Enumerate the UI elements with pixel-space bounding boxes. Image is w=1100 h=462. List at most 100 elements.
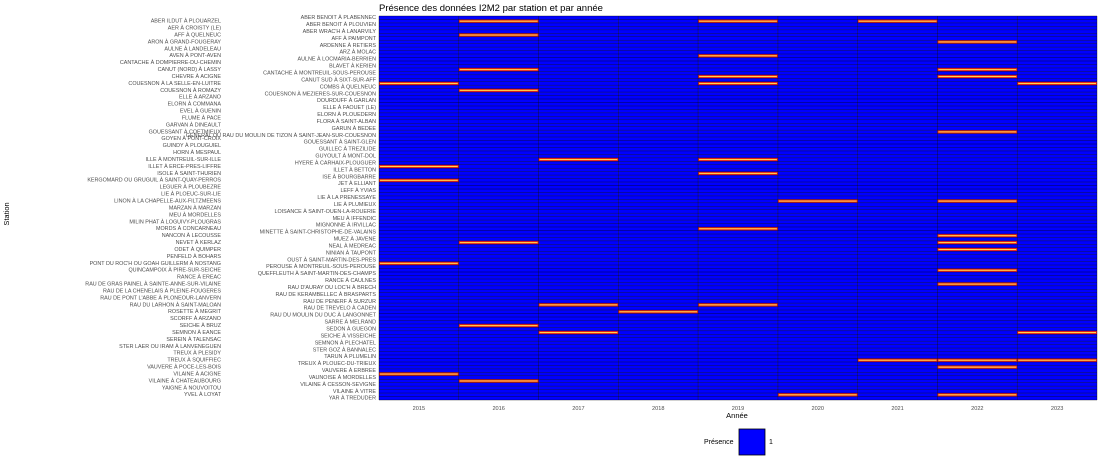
x-tick-label: 2015 bbox=[413, 406, 425, 412]
heatmap-cell bbox=[777, 327, 858, 331]
y-tick-label: LIE À PLOEUC-SUR-LIE bbox=[161, 191, 221, 198]
heatmap-cell bbox=[937, 36, 1018, 41]
y-tick-label: GOYEN À PONT-CROIX bbox=[161, 135, 221, 142]
heatmap-cell bbox=[1017, 74, 1097, 79]
heatmap-cell bbox=[857, 164, 938, 169]
heatmap-cell bbox=[698, 382, 778, 387]
heatmap-cell bbox=[458, 272, 539, 276]
heatmap-cell bbox=[777, 22, 858, 27]
heatmap-cell bbox=[857, 71, 938, 75]
heatmap-cell bbox=[618, 188, 699, 193]
heatmap-cell bbox=[698, 261, 778, 266]
heatmap-cell bbox=[1017, 323, 1097, 328]
heatmap-cell bbox=[777, 19, 858, 23]
heatmap-cell bbox=[379, 306, 459, 311]
heatmap-cell bbox=[857, 285, 938, 290]
y-tick-label: HORN À MESPAUL bbox=[173, 149, 221, 156]
heatmap-cell bbox=[618, 105, 699, 110]
heatmap-cell bbox=[538, 244, 619, 248]
heatmap-cell bbox=[698, 175, 778, 179]
presence-bar bbox=[458, 33, 539, 37]
heatmap-cell bbox=[379, 16, 459, 20]
heatmap-cell bbox=[857, 40, 938, 44]
heatmap-cell bbox=[538, 348, 619, 352]
heatmap-cell bbox=[698, 393, 778, 397]
heatmap-cell bbox=[538, 323, 619, 328]
heatmap-cell bbox=[698, 289, 778, 293]
heatmap-cell bbox=[458, 310, 539, 314]
heatmap-cell bbox=[937, 137, 1018, 141]
heatmap-cell bbox=[1017, 57, 1097, 61]
heatmap-cell bbox=[458, 396, 539, 400]
y-tick-label: VILAINE À ACIGNE bbox=[173, 370, 221, 377]
heatmap-cell bbox=[538, 26, 619, 30]
heatmap-cell bbox=[937, 341, 1018, 345]
heatmap-cell bbox=[618, 36, 699, 41]
heatmap-cell bbox=[698, 282, 778, 286]
heatmap-cell bbox=[857, 116, 938, 120]
heatmap-cell bbox=[937, 188, 1018, 193]
heatmap-cell bbox=[379, 78, 459, 82]
heatmap-cell bbox=[937, 334, 1018, 338]
heatmap-cell bbox=[458, 337, 539, 342]
heatmap-cell bbox=[1017, 140, 1097, 144]
y-tick-label: RAU DU MOULIN DU DUC À LANGONNET bbox=[270, 312, 376, 319]
heatmap-cell bbox=[777, 268, 858, 272]
heatmap-cell bbox=[538, 372, 619, 376]
heatmap-cell bbox=[937, 330, 1018, 335]
y-tick-label: AER À CROISTY (LE) bbox=[168, 25, 221, 32]
heatmap-cell bbox=[618, 22, 699, 27]
heatmap-cell bbox=[1017, 285, 1097, 290]
heatmap-cell bbox=[857, 299, 938, 304]
heatmap-cell bbox=[538, 258, 619, 262]
heatmap-cell bbox=[777, 368, 858, 373]
heatmap-cell bbox=[777, 372, 858, 376]
heatmap-cell bbox=[538, 112, 619, 117]
heatmap-cell bbox=[777, 182, 858, 186]
heatmap-cell bbox=[937, 306, 1018, 311]
heatmap-cell bbox=[618, 393, 699, 397]
heatmap-cell bbox=[618, 251, 699, 255]
heatmap-cell bbox=[379, 348, 459, 352]
heatmap-cell bbox=[458, 168, 539, 172]
heatmap-cell bbox=[379, 313, 459, 317]
heatmap-cell bbox=[698, 36, 778, 41]
heatmap-cell bbox=[538, 154, 619, 158]
heatmap-cell bbox=[857, 130, 938, 134]
y-tick-label: GARUN À BEDEE bbox=[332, 125, 377, 132]
heatmap-cell bbox=[458, 29, 539, 34]
heatmap-cell bbox=[458, 296, 539, 300]
heatmap-cell bbox=[1017, 251, 1097, 255]
heatmap-cell bbox=[538, 57, 619, 61]
heatmap-cell bbox=[379, 88, 459, 93]
heatmap-cell bbox=[458, 109, 539, 113]
y-tick-label: AULNE À LANDELEAU bbox=[164, 45, 221, 52]
heatmap-cell bbox=[698, 344, 778, 349]
presence-bar bbox=[458, 240, 539, 245]
x-tick-label: 2020 bbox=[812, 406, 824, 412]
heatmap-cell bbox=[937, 372, 1018, 376]
presence-bar bbox=[937, 282, 1018, 286]
heatmap-cell bbox=[1017, 54, 1097, 58]
y-tick-label: RAU D'AURAY OU LOC'H À BRECH bbox=[288, 284, 377, 291]
heatmap-cell bbox=[379, 22, 459, 27]
presence-bar bbox=[458, 88, 539, 93]
heatmap-cell bbox=[1017, 147, 1097, 151]
heatmap-cell bbox=[777, 126, 858, 131]
heatmap-cell bbox=[1017, 220, 1097, 224]
heatmap-cell bbox=[379, 137, 459, 141]
heatmap-cell bbox=[698, 209, 778, 214]
heatmap-cell bbox=[458, 292, 539, 297]
heatmap-cell bbox=[538, 351, 619, 356]
y-tick-label: ISOLE À SAINT-THURIEN bbox=[157, 170, 221, 177]
heatmap-cell bbox=[937, 16, 1018, 20]
heatmap-cell bbox=[458, 54, 539, 58]
heatmap-cell bbox=[618, 341, 699, 345]
heatmap-cell bbox=[379, 133, 459, 138]
heatmap-cell bbox=[937, 303, 1018, 307]
heatmap-cell bbox=[937, 164, 1018, 169]
y-tick-label: MINETTE À SAINT-CHRISTOPHE-DE-VALAINS bbox=[260, 229, 377, 236]
heatmap-cell bbox=[618, 230, 699, 234]
heatmap-cell bbox=[538, 19, 619, 23]
heatmap-cell bbox=[777, 140, 858, 144]
